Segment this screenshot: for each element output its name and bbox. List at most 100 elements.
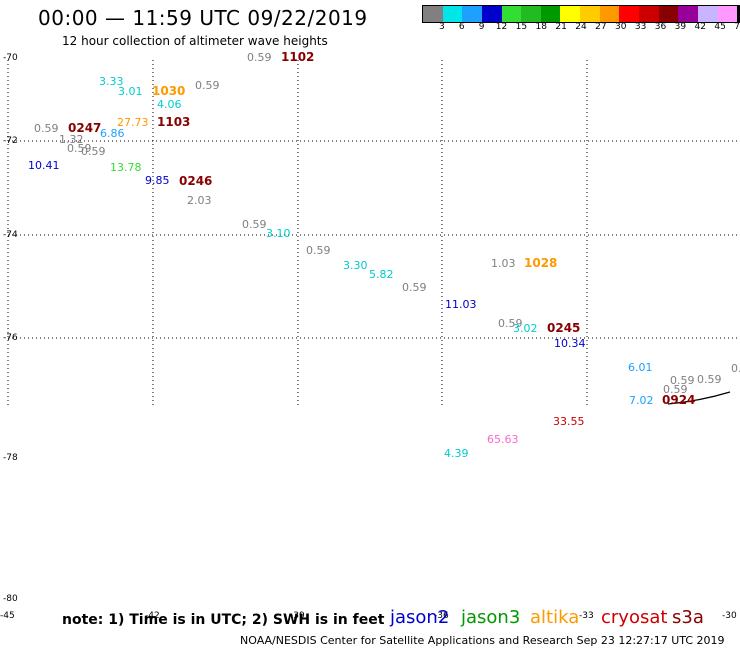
legend-tick-label: 9	[478, 22, 485, 32]
lat-label: -74	[3, 230, 18, 240]
lon-label: -45	[0, 611, 15, 621]
mission-altika: altika	[530, 607, 580, 628]
mission-s3a: s3a	[672, 607, 704, 628]
legend-tick-label: 24	[575, 22, 587, 32]
obs-label: 0.59	[67, 142, 92, 155]
lon-label: -33	[579, 611, 594, 621]
obs-label: 0.59	[697, 373, 722, 386]
obs-label: 0.59	[306, 244, 331, 257]
obs-label: 1102	[281, 50, 314, 64]
obs-label: 0.59	[663, 383, 688, 396]
obs-label: 13.78	[110, 161, 142, 174]
obs-label: 0.59	[670, 374, 695, 387]
legend-tick-label: 6	[458, 22, 465, 32]
legend-swatch	[717, 6, 738, 22]
legend-tick-label: 36	[654, 22, 667, 32]
footer-credit: NOAA/NESDIS Center for Satellite Applica…	[240, 634, 725, 647]
color-scale-legend	[422, 5, 740, 23]
observation-labels: 0.59 1102 3.33 3.01 1030 0.59 4.06 27.73…	[28, 50, 740, 460]
obs-label: 0.59	[81, 145, 106, 158]
map-grid	[7, 60, 740, 408]
obs-label: 65.63	[487, 433, 519, 446]
legend-tick-label: 27	[595, 22, 607, 32]
legend-tick-label: 70	[734, 22, 740, 32]
legend-swatch	[501, 6, 522, 22]
obs-label: 1103	[157, 115, 190, 129]
obs-label: 11.03	[445, 298, 477, 311]
legend-swatch	[619, 6, 640, 22]
obs-label: 9.85	[145, 174, 170, 187]
obs-label: 0.59	[247, 51, 272, 64]
obs-label: 1.03	[491, 257, 516, 270]
lat-label: -70	[3, 53, 18, 63]
legend-tick-label: 39	[674, 22, 687, 32]
obs-label: 27.73	[117, 116, 149, 129]
obs-label: 3.30	[343, 259, 368, 272]
legend-swatch	[737, 6, 740, 22]
obs-label: 0.	[731, 362, 740, 375]
legend-swatch	[540, 6, 561, 22]
legend-swatch	[658, 6, 679, 22]
legend-tick-label: 15	[515, 22, 528, 32]
obs-label: 0.59	[242, 218, 267, 231]
legend-tick-label: 30	[615, 22, 627, 32]
obs-label: 0.59	[34, 122, 59, 135]
obs-label: 3.01	[118, 85, 143, 98]
legend-swatch	[442, 6, 463, 22]
obs-label: 1028	[524, 256, 557, 270]
legend-swatch	[678, 6, 698, 22]
legend-tick-label: 33	[634, 22, 647, 32]
mission-jason2: jason2	[390, 607, 450, 628]
obs-label: 4.39	[444, 447, 469, 460]
legend-swatch	[423, 6, 443, 22]
legend-tick-label: 12	[495, 22, 508, 32]
legend-tick-label: 42	[694, 22, 706, 32]
obs-label: 33.55	[553, 415, 585, 428]
legend-swatch	[599, 6, 620, 22]
lon-label: -39	[290, 611, 305, 621]
obs-label: 1030	[152, 84, 185, 98]
legend-tick-label: 3	[439, 22, 445, 32]
lon-label: -30	[722, 611, 737, 621]
lon-label: -42	[145, 611, 160, 621]
obs-label: 0246	[179, 174, 212, 188]
legend-tick-label: 18	[535, 22, 547, 32]
obs-label: 7.02	[629, 394, 654, 407]
coastline	[667, 391, 731, 405]
obs-label: 5.82	[369, 268, 394, 281]
obs-label: 3.02	[513, 322, 538, 335]
obs-label: 6.86	[100, 127, 125, 140]
mission-cryosat: cryosat	[601, 607, 668, 628]
obs-label: 0245	[547, 321, 580, 335]
lat-label: -72	[3, 136, 18, 146]
obs-label: 3.10	[266, 227, 291, 240]
legend-swatch	[697, 6, 718, 22]
lat-label: -76	[3, 333, 18, 343]
obs-label: 10.34	[554, 337, 586, 350]
obs-label: 2.03	[187, 194, 212, 207]
lat-label: -78	[3, 453, 18, 463]
legend-swatch	[462, 6, 482, 22]
mission-jason3: jason3	[461, 607, 521, 628]
lon-label: -36	[434, 611, 449, 621]
obs-label: 3.33	[99, 75, 124, 88]
legend-tick-label: 45	[714, 22, 726, 32]
obs-label: 10.41	[28, 159, 60, 172]
obs-label: 6.01	[628, 361, 653, 374]
legend-tick-label: 21	[555, 22, 567, 32]
legend-swatch	[560, 6, 581, 22]
page-subtitle: 12 hour collection of altimeter wave hei…	[62, 34, 328, 48]
legend-swatch	[481, 6, 502, 22]
obs-label: 0.59	[402, 281, 427, 294]
obs-label: 0247	[68, 121, 101, 135]
obs-label: 4.06	[157, 98, 182, 111]
page-title: 00:00 — 11:59 UTC 09/22/2019	[38, 6, 368, 30]
obs-label: 1.32	[59, 133, 84, 146]
footer-note: note: 1) Time is in UTC; 2) SWH is in fe…	[62, 612, 385, 628]
lat-label: -80	[3, 594, 18, 604]
legend-swatch	[580, 6, 600, 22]
obs-label: 0.59	[195, 79, 220, 92]
obs-label: 0.59	[498, 317, 523, 330]
legend-swatch	[639, 6, 659, 22]
